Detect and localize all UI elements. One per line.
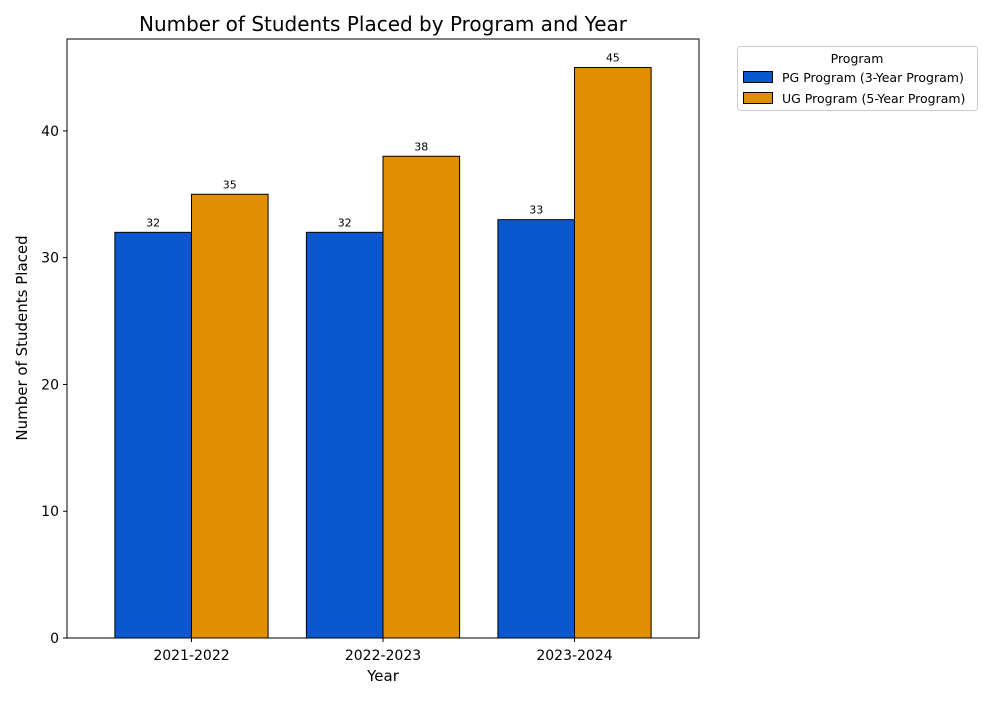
data-label: 32 [146,216,160,229]
y-tick-label: 40 [41,124,59,140]
bar-ug-2022-2023 [382,155,461,639]
bar-pg-2021-2022 [114,231,192,639]
legend-label-pg: PG Program (3-Year Program) [782,70,964,85]
x-tick-label: 2022-2023 [345,648,421,664]
y-axis-label: Number of Students Placed [13,235,31,440]
y-tick-label: 0 [50,631,59,647]
bar-ug-2021-2022 [190,193,269,639]
x-tick-label: 2023-2024 [536,648,612,664]
legend-swatch-pg [743,71,773,83]
bar-pg-2022-2023 [305,231,384,639]
legend-frame [737,46,978,111]
bar-pg-2023-2024 [497,219,576,639]
data-label: 45 [606,52,620,65]
data-label: 33 [529,204,543,217]
y-tick-label: 10 [41,504,59,520]
data-label: 35 [223,178,237,191]
legend-label-ug: UG Program (5-Year Program) [782,91,965,106]
bar-ug-2023-2024 [574,67,652,639]
legend-swatch-ug [743,92,773,104]
chart-title: Number of Students Placed by Program and… [139,12,628,36]
y-tick-label: 20 [41,377,59,393]
data-label: 32 [338,216,352,229]
legend: Program PG Program (3-Year Program) UG P… [737,46,978,111]
y-tick-label: 30 [41,251,59,267]
legend-title: Program [831,51,884,66]
x-axis-label: Year [366,667,400,685]
data-label: 38 [414,140,428,153]
x-tick-label: 2021-2022 [153,648,229,664]
